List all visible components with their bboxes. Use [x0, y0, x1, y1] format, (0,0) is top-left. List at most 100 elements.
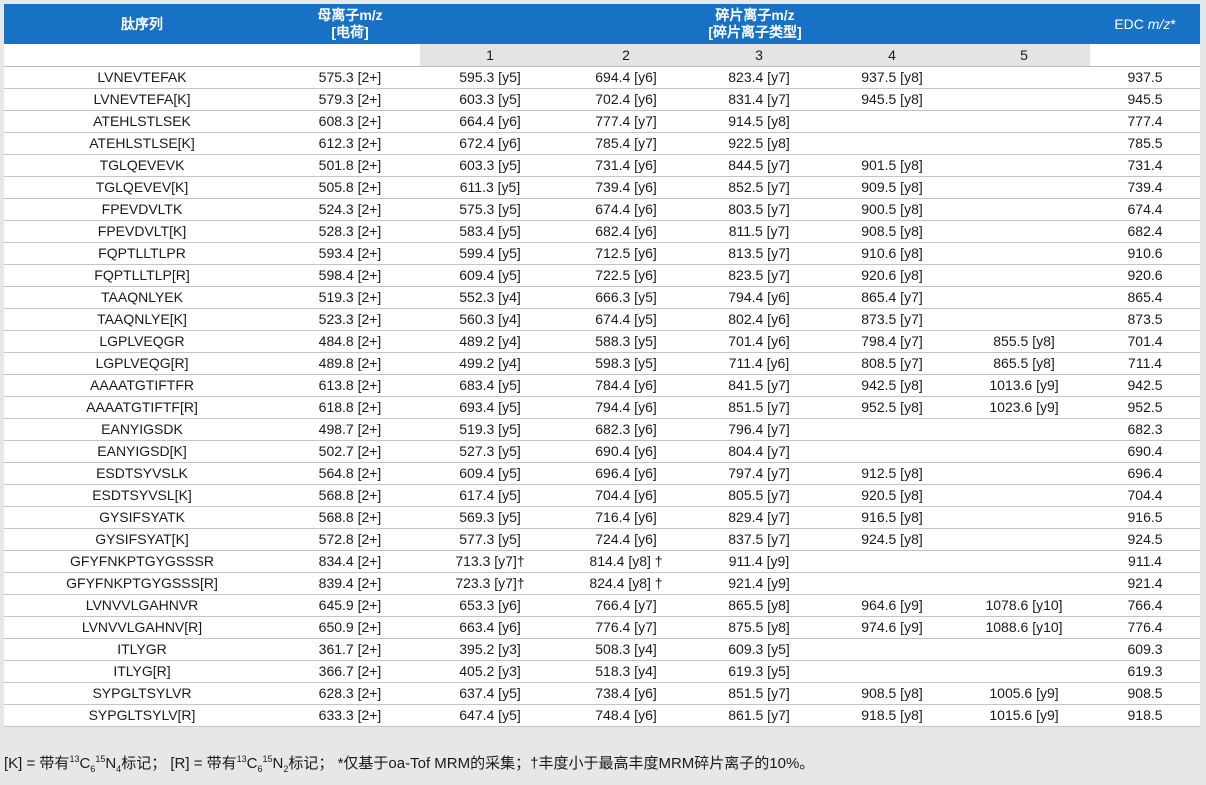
fragment-3-cell: 804.4 [y7]: [692, 440, 826, 463]
table-row: EANYIGSDK 498.7 [2+] 519.3 [y5] 682.3 [y6] 7…: [4, 418, 1201, 441]
fragment-4-cell: [826, 638, 958, 661]
parent-ion-header: 母离子m/z [电荷]: [280, 4, 420, 44]
parent-ion-cell: 484.8 [2+]: [280, 330, 420, 353]
edc-cell: 731.4: [1090, 154, 1201, 177]
fragment-5-cell: [958, 110, 1091, 133]
edc-cell: 910.6: [1090, 242, 1201, 265]
peptide-sequence-cell: TAAQNLYE[K]: [4, 308, 280, 331]
fragment-2-cell: 776.4 [y7]: [560, 616, 692, 639]
header-row: 肽序列 母离子m/z [电荷] 碎片离子m/z [碎片离子类型] EDC m/z…: [4, 4, 1201, 44]
peptide-sequence-cell: GFYFNKPTGYGSSS[R]: [4, 572, 280, 595]
table-row: AAAATGTIFTF[R] 618.8 [2+] 693.4 [y5] 794.4 …: [4, 396, 1201, 419]
fragment-1-cell: 552.3 [y4]: [420, 286, 560, 309]
fragment-1-cell: 647.4 [y5]: [420, 704, 560, 727]
edc-cell: 766.4: [1090, 594, 1201, 617]
peptide-sequence-cell: LVNVVLGAHNV[R]: [4, 616, 280, 639]
peptide-sequence-cell: TAAQNLYEK: [4, 286, 280, 309]
table-row: ESDTSYVSLK 564.8 [2+] 609.4 [y5] 696.4 [y6]…: [4, 462, 1201, 485]
edc-cell: 696.4: [1090, 462, 1201, 485]
fragment-2-cell: 518.3 [y4]: [560, 660, 692, 683]
fragment-3-cell: 921.4 [y9]: [692, 572, 826, 595]
blank-subheader: [1090, 44, 1201, 67]
fragment-4-cell: [826, 132, 958, 155]
fragment-4-cell: 916.5 [y8]: [826, 506, 958, 529]
fragment-2-cell: 824.4 [y8] †: [560, 572, 692, 595]
fragment-2-cell: 785.4 [y7]: [560, 132, 692, 155]
fragment-3-cell: 831.4 [y7]: [692, 88, 826, 111]
peptide-sequence-cell: GYSIFSYAT[K]: [4, 528, 280, 551]
fragment-4-cell: 920.6 [y8]: [826, 264, 958, 287]
fragment-2-cell: 704.4 [y6]: [560, 484, 692, 507]
fragment-2-cell: 739.4 [y6]: [560, 176, 692, 199]
fragment-5-cell: [958, 198, 1091, 221]
fragment-2-cell: 766.4 [y7]: [560, 594, 692, 617]
fragment-3-cell: 829.4 [y7]: [692, 506, 826, 529]
edc-cell: 873.5: [1090, 308, 1201, 331]
fragment-2-cell: 716.4 [y6]: [560, 506, 692, 529]
fragment-3-cell: 841.5 [y7]: [692, 374, 826, 397]
table-row: FQPTLLTLP[R] 598.4 [2+] 609.4 [y5] 722.5 [y…: [4, 264, 1201, 287]
peptide-sequence-cell: ITLYGR: [4, 638, 280, 661]
fragment-1-cell: 489.2 [y4]: [420, 330, 560, 353]
fragment-4-cell: 974.6 [y9]: [826, 616, 958, 639]
fragment-5-cell: [958, 660, 1091, 683]
edc-cell: 777.4: [1090, 110, 1201, 133]
fragment-2-cell: 722.5 [y6]: [560, 264, 692, 287]
table-row: FPEVDVLT[K] 528.3 [2+] 583.4 [y5] 682.4 [y6…: [4, 220, 1201, 243]
table-row: SYPGLTSYLV[R] 633.3 [2+] 647.4 [y5] 748.4 […: [4, 704, 1201, 727]
table-row: ATEHLSTLSEK 608.3 [2+] 664.4 [y6] 777.4 [y7…: [4, 110, 1201, 133]
fragment-4-cell: 952.5 [y8]: [826, 396, 958, 419]
fragment-5-cell: [958, 132, 1091, 155]
fragment-4-cell: 873.5 [y7]: [826, 308, 958, 331]
fragment-5-cell: [958, 264, 1091, 287]
table-row: ESDTSYVSL[K] 568.8 [2+] 617.4 [y5] 704.4 [y…: [4, 484, 1201, 507]
fragment-4-cell: 937.5 [y8]: [826, 66, 958, 89]
edc-cell: 942.5: [1090, 374, 1201, 397]
table-row: EANYIGSD[K] 502.7 [2+] 527.3 [y5] 690.4 [y6…: [4, 440, 1201, 463]
fragment-4-cell: 942.5 [y8]: [826, 374, 958, 397]
fragment-1-cell: 693.4 [y5]: [420, 396, 560, 419]
parent-ion-cell: 489.8 [2+]: [280, 352, 420, 375]
fragment-5-cell: 1078.6 [y10]: [958, 594, 1091, 617]
peptide-sequence-cell: FPEVDVLTK: [4, 198, 280, 221]
peptide-sequence-cell: FPEVDVLT[K]: [4, 220, 280, 243]
peptide-sequence-cell: AAAATGTIFTF[R]: [4, 396, 280, 419]
table-row: ITLYGR 361.7 [2+] 395.2 [y3] 508.3 [y4] 609.…: [4, 638, 1201, 661]
fragment-2-cell: 694.4 [y6]: [560, 66, 692, 89]
parent-ion-cell: 618.8 [2+]: [280, 396, 420, 419]
fragment-1-cell: 583.4 [y5]: [420, 220, 560, 243]
edc-cell: 609.3: [1090, 638, 1201, 661]
fragment-5-cell: [958, 176, 1091, 199]
fragment-1-cell: 723.3 [y7]†: [420, 572, 560, 595]
edc-cell: 711.4: [1090, 352, 1201, 375]
parent-ion-cell: 528.3 [2+]: [280, 220, 420, 243]
fragment-4-cell: 910.6 [y8]: [826, 242, 958, 265]
blank-subheader: [4, 44, 280, 67]
peptide-sequence-cell: GYSIFSYATK: [4, 506, 280, 529]
fragment-2-cell: 674.4 [y5]: [560, 308, 692, 331]
fragment-5-cell: [958, 572, 1091, 595]
fragment-3-cell: 851.5 [y7]: [692, 396, 826, 419]
fragment-3-cell: 797.4 [y7]: [692, 462, 826, 485]
edc-cell: 865.4: [1090, 286, 1201, 309]
fragment-1-cell: 611.3 [y5]: [420, 176, 560, 199]
edc-cell: 619.3: [1090, 660, 1201, 683]
fragment-number-row: 1 2 3 4 5: [4, 44, 1201, 67]
fragment-1-cell: 683.4 [y5]: [420, 374, 560, 397]
fragment-5-cell: [958, 88, 1091, 111]
fragment-2-cell: 748.4 [y6]: [560, 704, 692, 727]
fragment-5-cell: [958, 462, 1091, 485]
table-row: LVNVVLGAHNV[R] 650.9 [2+] 663.4 [y6] 776.4 …: [4, 616, 1201, 639]
parent-ion-cell: 572.8 [2+]: [280, 528, 420, 551]
edc-cell: 682.4: [1090, 220, 1201, 243]
edc-cell: 918.5: [1090, 704, 1201, 727]
edc-cell: 674.4: [1090, 198, 1201, 221]
fragment-5-cell: [958, 506, 1091, 529]
fragment-2-cell: 702.4 [y6]: [560, 88, 692, 111]
parent-ion-cell: 834.4 [2+]: [280, 550, 420, 573]
fragment-1-cell: 527.3 [y5]: [420, 440, 560, 463]
peptide-sequence-cell: EANYIGSDK: [4, 418, 280, 441]
fragment-1-cell: 499.2 [y4]: [420, 352, 560, 375]
fragment-4-cell: [826, 572, 958, 595]
fragment-3-cell: 619.3 [y5]: [692, 660, 826, 683]
